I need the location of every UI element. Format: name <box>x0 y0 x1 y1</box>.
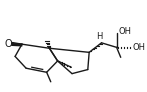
Text: O: O <box>4 39 12 49</box>
Text: OH: OH <box>132 43 145 52</box>
Text: H: H <box>96 32 102 41</box>
Text: OH: OH <box>119 27 132 36</box>
